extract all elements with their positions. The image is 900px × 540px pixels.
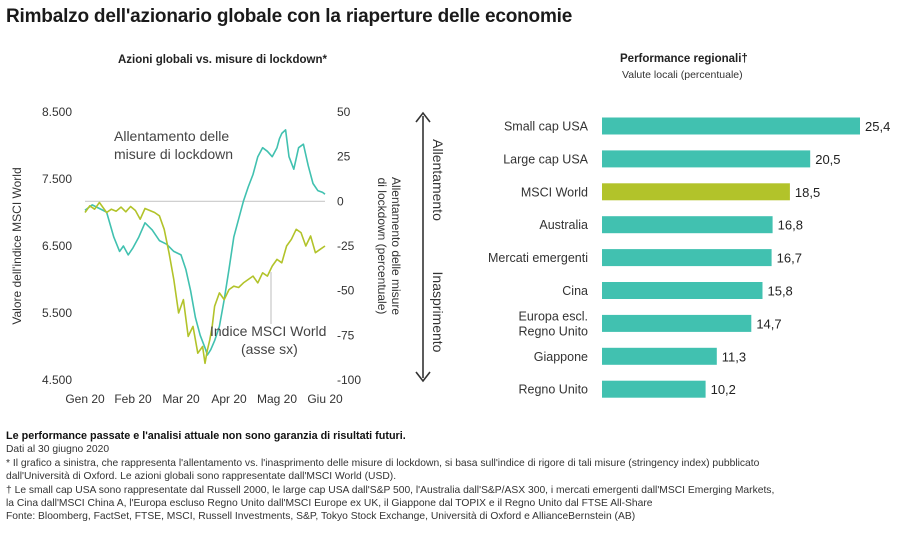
msci-series-line <box>84 201 326 365</box>
bar <box>602 314 752 332</box>
charts-canvas: 8.500 7.500 6.500 5.500 4.500 50 25 0 -25 -50 -75 -… <box>10 105 890 406</box>
right-axis-tick-label: -75 <box>337 328 355 342</box>
bar-value-label: 20,5 <box>815 152 840 167</box>
bar-category-label: Australia <box>539 218 588 232</box>
annotation-msci-line2: (asse sx) <box>241 341 298 357</box>
bar-category-label-line2: Regno Unito <box>519 324 589 338</box>
bar-category-label: Giappone <box>534 350 588 364</box>
bar-category-label: Mercati emergenti <box>488 251 588 265</box>
annotation-lockdown-line1: Allentamento delle <box>114 128 229 144</box>
right-axis-label-line1: Allentamento delle misure <box>389 177 403 315</box>
note-2-line-1: † Le small cap USA sono rappresentate da… <box>6 484 775 496</box>
bar-category-label: Small cap USA <box>504 120 589 134</box>
arrow-label-down: Inasprimento <box>430 272 446 353</box>
x-axis-tick-label: Giu 20 <box>307 392 343 406</box>
right-axis-label-line2: di lockdown (percentuale) <box>375 178 389 315</box>
left-axis-tick-label: 5.500 <box>42 306 72 320</box>
bar <box>602 117 860 135</box>
bar-value-label: 15,8 <box>767 284 792 299</box>
right-chart-title: Performance regionali† <box>620 53 748 65</box>
page-title: Rimbalzo dell'azionario globale con la r… <box>6 6 573 27</box>
bar <box>602 150 811 168</box>
bar <box>602 380 706 398</box>
right-axis-tick-label: -50 <box>337 284 355 298</box>
x-axis-tick-label: Mag 20 <box>257 392 297 406</box>
right-axis-tick-label: 25 <box>337 150 351 164</box>
bar-value-label: 11,3 <box>722 349 746 364</box>
bar-category-label: MSCI World <box>521 185 588 199</box>
x-axis-tick-label: Feb 20 <box>114 392 152 406</box>
right-axis-tick-label: -100 <box>337 373 361 387</box>
disclaimer: Le performance passate e l'analisi attua… <box>6 430 406 442</box>
arrow-label-up: Allentamento <box>430 139 446 221</box>
bar-value-label: 18,5 <box>795 185 820 200</box>
right-chart-subtitle: Valute locali (percentuale) <box>622 69 743 81</box>
bar-value-label: 16,8 <box>778 218 803 233</box>
bar-category-label: Cina <box>562 284 588 298</box>
annotation-lockdown-line2: misure di lockdown <box>114 146 233 162</box>
x-axis-tick-label: Gen 20 <box>65 392 105 406</box>
left-axis-tick-label: 6.500 <box>42 239 72 253</box>
left-axis-tick-label: 7.500 <box>42 172 72 186</box>
bar-value-label: 16,7 <box>777 251 802 266</box>
x-axis-tick-label: Apr 20 <box>211 392 247 406</box>
left-axis-tick-label: 8.500 <box>42 105 72 119</box>
note-1-line-1: * Il grafico a sinistra, che rappresenta… <box>6 457 760 469</box>
bar-value-label: 25,4 <box>865 119 890 134</box>
bar <box>602 282 763 299</box>
bar-value-label: 10,2 <box>711 382 736 397</box>
left-axis-label: Valore dell'indice MSCI World <box>10 167 24 324</box>
bar-value-label: 14,7 <box>756 316 781 331</box>
arrow-head-up <box>415 111 431 123</box>
left-chart-title: Azioni globali vs. misure di lockdown* <box>118 54 327 66</box>
right-axis-tick-label: 0 <box>337 194 344 208</box>
bar <box>602 183 790 201</box>
source-note: Fonte: Bloomberg, FactSet, FTSE, MSCI, R… <box>6 511 636 523</box>
annotation-msci-line1: Indice MSCI World <box>210 323 326 339</box>
left-axis-tick-label: 4.500 <box>42 373 72 387</box>
right-axis-tick-label: -25 <box>337 239 355 253</box>
bar <box>602 216 773 234</box>
bar-category-label: Large cap USA <box>503 152 588 166</box>
x-axis-tick-label: Mar 20 <box>162 392 200 406</box>
bar-category-label: Regno Unito <box>519 383 589 397</box>
footer-notes: Le performance passate e l'analisi attua… <box>6 430 898 524</box>
bar <box>602 347 717 365</box>
lockdown-series-line <box>84 129 326 356</box>
data-date: Dati al 30 giugno 2020 <box>6 444 110 456</box>
arrow-head-down <box>415 371 431 383</box>
note-1-line-2: dall'Università di Oxford. Le azioni glo… <box>6 471 397 483</box>
note-2-line-2: la Cina dall'MSCI China A, l'Europa escl… <box>6 498 653 510</box>
bar <box>602 249 772 267</box>
right-axis-tick-label: 50 <box>337 105 351 119</box>
bar-category-label-line1: Europa escl. <box>519 309 588 323</box>
